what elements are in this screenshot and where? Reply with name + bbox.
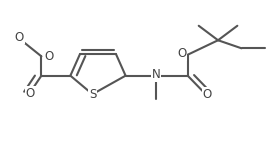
Text: O: O (44, 50, 54, 63)
Text: O: O (202, 88, 212, 101)
Text: O: O (177, 47, 187, 60)
Text: O: O (26, 87, 35, 100)
Text: O: O (15, 31, 24, 43)
Text: N: N (152, 68, 160, 81)
Text: S: S (89, 89, 96, 101)
